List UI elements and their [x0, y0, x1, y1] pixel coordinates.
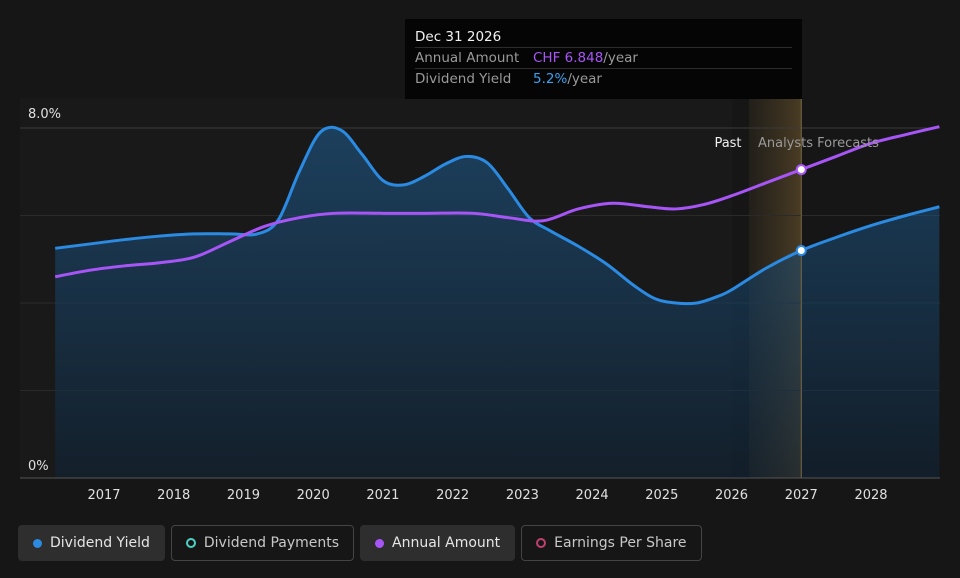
legend-label: Annual Amount: [392, 535, 501, 551]
x-tick-label: 2024: [576, 488, 609, 503]
dividend-yield-dot-icon: [33, 538, 42, 548]
past-label: Past: [714, 136, 741, 151]
x-tick-label: 2022: [436, 488, 469, 503]
x-tick-label: 2027: [785, 488, 818, 503]
annual-amount-dot-icon: [375, 538, 385, 548]
y-tick-label-bottom: 0%: [28, 459, 49, 474]
dividend-yield-marker[interactable]: [795, 245, 807, 256]
earnings-per-share-dot-icon: [536, 538, 547, 548]
tooltip-value: 5.2%: [533, 71, 568, 87]
x-tick-label: 2021: [366, 488, 399, 503]
x-tick-label: 2025: [645, 488, 678, 503]
tooltip: Dec 31 2026 Annual Amount CHF 6.848 /yea…: [405, 19, 802, 99]
legend-item-earnings-per-share[interactable]: Earnings Per Share: [521, 525, 702, 561]
dividend-payments-dot-icon: [185, 538, 196, 548]
legend: Dividend Yield Dividend Payments Annual …: [18, 525, 702, 561]
x-tick-label: 2019: [227, 488, 260, 503]
tooltip-label: Dividend Yield: [415, 71, 512, 87]
dividend-yield-area: [55, 127, 940, 479]
tooltip-row-yield: Dividend Yield 5.2% /year: [415, 68, 792, 89]
x-tick-label: 2023: [506, 488, 539, 503]
x-tick-label: 2028: [854, 488, 887, 503]
legend-item-annual-amount[interactable]: Annual Amount: [360, 525, 516, 561]
tooltip-value: CHF 6.848: [533, 50, 604, 66]
y-tick-label-top: 8.0%: [28, 107, 61, 122]
annual-amount-marker[interactable]: [795, 164, 807, 176]
legend-item-dividend-payments[interactable]: Dividend Payments: [170, 525, 355, 561]
x-tick-label: 2026: [715, 488, 748, 503]
forecast-label: Analysts Forecasts: [758, 136, 879, 151]
x-tick-label: 2018: [157, 488, 190, 503]
x-tick-label: 2017: [87, 488, 120, 503]
dividend-yield-line: [55, 125, 940, 306]
tooltip-row-annual: Annual Amount CHF 6.848 /year: [415, 47, 792, 68]
tooltip-unit: /year: [567, 71, 602, 87]
tooltip-unit: /year: [603, 50, 638, 66]
legend-label: Dividend Payments: [203, 535, 340, 551]
dividend-chart: 8.0% 0% Past Analysts Forecasts 2017 2018…: [20, 98, 940, 503]
legend-item-dividend-yield[interactable]: Dividend Yield: [18, 525, 165, 561]
x-axis: 2017 2018 2019 2020 2021 2022 2023 2024 2025 2026…: [87, 488, 887, 503]
legend-label: Earnings Per Share: [554, 535, 687, 551]
tooltip-label: Annual Amount: [415, 50, 520, 66]
tooltip-date: Dec 31 2026: [415, 29, 502, 45]
x-tick-label: 2020: [297, 488, 330, 503]
legend-label: Dividend Yield: [50, 535, 150, 551]
